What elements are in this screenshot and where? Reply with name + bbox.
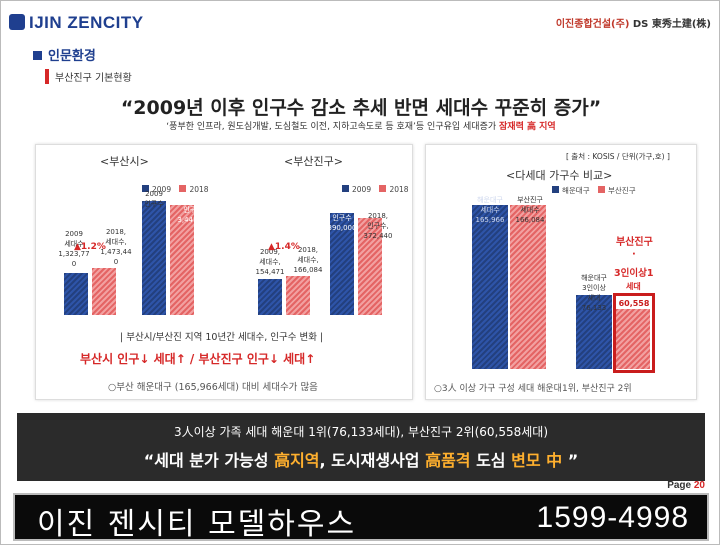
tagline-highlight: 잠재력 高 지역 [499,122,556,132]
band-text: ” [562,451,579,470]
legend-label: 해운대구 [562,186,590,195]
footer-banner: 이진 젠시티 모델하우스 1599-4998 [13,493,709,542]
busanjin-hh-change: ▲1.4% [268,242,300,252]
company-name-2: DS 東秀土建(株) [632,19,711,30]
brand-logo: IJIN ZENCITY [9,13,144,33]
legend-busanjin: 2009 2018 [336,185,409,194]
callout-highlight [613,293,655,373]
band-highlight: 高지역 [274,451,320,470]
bar-busan-hh-2018 [92,268,116,315]
callout-name: 부산진구 [616,237,653,248]
left-note: ○부산 해운대구 (165,966세대) 대비 세대수가 많음 [108,382,318,393]
legend-label: 부산진구 [608,186,636,195]
chart-title-busanjin: <부산진구> [284,155,343,168]
callout-sub2: 세대 [626,282,641,291]
bar-busanjin-hh-2018 [286,276,310,315]
legend-swatch-2009 [142,185,149,192]
label-busanjin-pop-2018: 2018, 인구수, 372,440 [363,212,393,240]
chart-caption: | 부산시/부산진 지역 10년간 세대수, 인구수 변화 | [120,332,324,343]
data-source: [ 출처 : KOSIS / 단위(가구,호) ] [566,152,670,161]
band-highlight: 변모 中 [511,451,563,470]
right-note: ○3人 이상 가구 구성 세대 해운대1위, 부산진구 2위 [434,384,632,394]
page-label: Page [667,480,694,491]
bar-haeundae-total [472,205,508,369]
bar-busan-pop-2018 [170,205,194,315]
section-square-icon [33,51,42,60]
label-busan-pop-2009: 2009 인구수 [144,190,164,208]
label-haeundae-3plus: 해운대구 3인이상 세대 76,133 [581,274,607,312]
legend-swatch-2018 [379,185,387,192]
band-line-2: “세대 분가 가능성 高지역, 도시재생사업 高품격 도심 변모 中 ” [17,447,705,471]
household-chart-panel: [ 출처 : KOSIS / 단위(가구,호) ] <다세대 가구수 비교> 해… [425,144,697,400]
band-line-1: 3人이상 가족 세대 해운대 1위(76,133세대), 부산진구 2위(60,… [173,425,549,439]
callout-dot: · [632,249,636,260]
busan-hh-change: ▲1.2% [74,242,106,252]
label-busanjin-hh-2009: 2009, 세대수, 154,471 [255,248,285,276]
band-text: 도심 [470,451,512,470]
header: IJIN ZENCITY 이진종합건설(주) DS 東秀土建(株) [1,1,720,39]
legend-label: 2018 [389,185,409,194]
label-busan-hh-2009: 2009 세대수 1,323,77 0 [58,230,90,268]
household-chart-title: <다세대 가구수 비교> [506,169,613,182]
legend-label: 2009 [352,185,372,194]
band-highlight: 高품격 [425,451,471,470]
section-title-text: 인문환경 [48,49,96,64]
callout-sub: 3인이상1 [614,268,654,279]
legend-swatch-haeundae [552,186,559,193]
household-legend: 해운대구 부산진구 [546,185,636,196]
label-busanjin-pop-2009: 2009 인구수 390,000 [327,204,357,232]
legend-label: 2009 [152,185,172,194]
section-title: 인문환경 [33,45,96,64]
label-busan-hh-2018: 2018, 세대수, 1,473,44 0 [100,228,132,266]
footer-phone: 1599-4998 [536,501,689,534]
bar-busan-pop-2009 [142,201,166,315]
population-summary: 부산시 인구↓ 세대↑ / 부산진구 인구↓ 세대↑ [80,352,316,366]
page-number-value: 20 [693,480,705,491]
page-number: Page 20 [667,480,705,491]
summary-band: 3人이상 가족 세대 해운대 1위(76,133세대), 부산진구 2위(60,… [17,413,705,481]
bar-busanjin-hh-2009 [258,279,282,315]
band-text: “세대 분가 가능성 [143,451,275,470]
legend-swatch-2009 [342,185,349,192]
bar-busanjin-3plus [616,309,650,369]
callout-value: 60,558 [618,299,650,309]
footer-title: 이진 젠시티 모델하우스 [37,507,357,542]
legend-swatch-2018 [179,185,187,192]
label-busanjin-hh-2018: 2018, 세대수, 166,084 [293,246,323,274]
label-busan-pop-2018: 2018 인구수 3,441,45 [177,196,209,224]
label-busanjin-total: 부산진구 세대수 166,084 [515,196,545,224]
bar-haeundae-3plus [576,295,612,369]
section-subtitle: 부산진구 기본현황 [45,69,132,84]
company-logos: 이진종합건설(주) DS 東秀土建(株) [556,15,711,30]
label-haeundae-total: 해운대구 세대수 165,966 [475,196,505,224]
tagline: ‘풍부한 인프라, 원도심개발, 도심철도 이전, 지하고속도로 등 호재’등 … [1,119,720,132]
company-name-1: 이진종합건설(주) [555,19,630,30]
brand-logo-text: IJIN ZENCITY [29,13,144,32]
legend-label: 2018 [189,185,209,194]
logo-mark-icon [9,14,25,30]
tagline-text: ‘풍부한 인프라, 원도심개발, 도심철도 이전, 지하고속도로 등 호재’등 … [166,122,500,132]
chart-title-busan: <부산시> [100,155,149,168]
legend-busan: 2009 2018 [136,185,209,194]
bar-busan-hh-2009 [64,273,88,315]
bar-busanjin-pop-2009 [330,213,354,315]
bar-busanjin-total [510,205,546,369]
band-text: , 도시재생사업 [319,451,426,470]
population-chart-panel: <부산시> <부산진구> 2009 2018 2009 2018 2009 세대… [35,144,413,400]
bar-busanjin-pop-2018 [358,218,382,315]
legend-swatch-busanjin [598,186,605,193]
headline: “2009년 이후 인구수 감소 추세 반면 세대수 꾸준히 증가” [120,97,602,119]
